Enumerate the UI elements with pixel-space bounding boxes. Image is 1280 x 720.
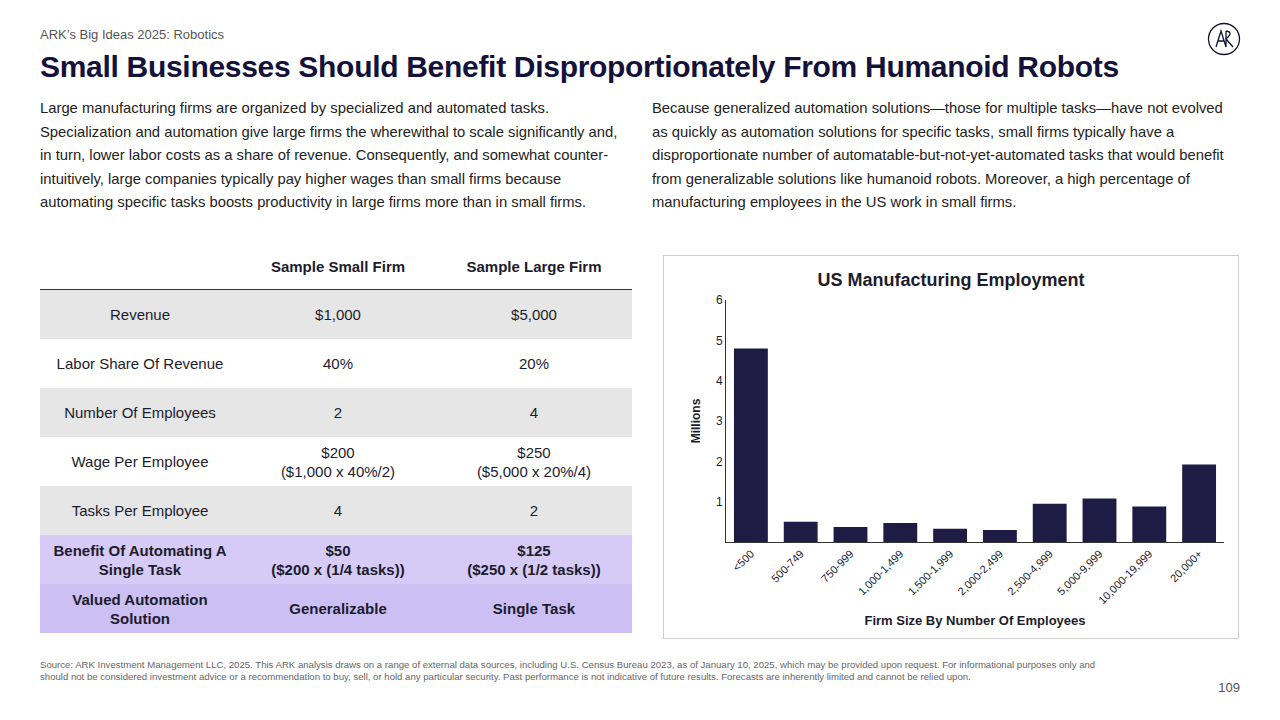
html-text:20%: 20%	[519, 355, 549, 372]
html-text:Labor Share Of Revenue: Labor Share Of Revenue	[56, 355, 224, 372]
svg-text:Millions: Millions	[689, 398, 703, 443]
svg-text:750-999: 750-999	[819, 548, 856, 585]
html-text:Single Task: Single Task	[492, 600, 576, 617]
svg-text:1,500-1,999: 1,500-1,999	[905, 548, 955, 598]
html-text:40%: 40%	[323, 355, 353, 372]
html-text:$125: $125	[517, 541, 551, 559]
html-text:2: 2	[333, 404, 343, 421]
svg-text:Firm Size By Number Of Employe: Firm Size By Number Of Employees	[864, 613, 1085, 628]
svg-text:1: 1	[716, 495, 723, 509]
svg-text:20,000+: 20,000+	[1168, 548, 1205, 585]
svg-text:2,500-4,999: 2,500-4,999	[1005, 548, 1055, 598]
html-text:Tasks Per Employee: Tasks Per Employee	[71, 502, 209, 519]
html-text:($250 x (1/2 tasks)): ($250 x (1/2 tasks))	[467, 560, 601, 578]
html-text:Wage Per Employee: Wage Per Employee	[71, 453, 209, 470]
html-text:Number Of Employees: Number Of Employees	[64, 404, 216, 421]
svg-text:2: 2	[716, 455, 723, 469]
html-text:$5,000: $5,000	[511, 306, 557, 323]
html-text:Valued Automation Solution: Valued Automation Solution	[72, 590, 208, 627]
html-text:Revenue: Revenue	[110, 306, 170, 323]
svg-text:<500: <500	[730, 548, 756, 574]
html-text:4: 4	[529, 404, 539, 421]
html-text:Sample Large Firm: Sample Large Firm	[466, 257, 602, 275]
html-text:Benefit Of Automating A Single: Benefit Of Automating A Single Task	[53, 541, 227, 578]
html-text:Large manufacturing firms are: Large manufacturing firms are organized …	[40, 100, 618, 211]
html-text:($200 x (1/4 tasks)): ($200 x (1/4 tasks))	[271, 560, 405, 578]
html-text:$1,000: $1,000	[315, 306, 361, 323]
html-text:109: 109	[1218, 680, 1240, 695]
html-text:Source: ARK Investment Managem: Source: ARK Investment Management LLC, 2…	[40, 659, 1096, 682]
html-text:Sample Small Firm: Sample Small Firm	[270, 257, 406, 275]
html-text:2: 2	[529, 502, 539, 519]
html-text:$50: $50	[325, 541, 351, 559]
html-text:$250: $250	[517, 443, 551, 461]
svg-text:4: 4	[716, 374, 723, 388]
svg-text:5,000-9,999: 5,000-9,999	[1055, 548, 1105, 598]
svg-text:1,000-1,499: 1,000-1,499	[856, 548, 906, 598]
svg-text:2,000-2,499: 2,000-2,499	[955, 548, 1005, 598]
svg-text:10,000-19,999: 10,000-19,999	[1096, 548, 1155, 607]
html-text:($5,000 x 20%/4): ($5,000 x 20%/4)	[476, 462, 592, 480]
html-text:Because generalized automation: Because generalized automation solutions…	[652, 100, 1224, 211]
html-text:Generalizable: Generalizable	[289, 600, 387, 617]
html-text:$200: $200	[321, 443, 355, 461]
svg-text:5: 5	[716, 334, 723, 348]
html-text:Small Businesses Should Benefi: Small Businesses Should Benefit Dispropo…	[40, 50, 1119, 83]
svg-text:500-749: 500-749	[769, 548, 806, 585]
svg-text:3: 3	[716, 414, 723, 428]
svg-text:6: 6	[716, 293, 723, 307]
html-text:ARK’s Big Ideas 2025: Robotics: ARK’s Big Ideas 2025: Robotics	[40, 27, 224, 42]
html-text:($1,000 x 40%/2): ($1,000 x 40%/2)	[280, 462, 396, 480]
html-text:4: 4	[333, 502, 343, 519]
svg-text:US Manufacturing Employment: US Manufacturing Employment	[817, 270, 1084, 290]
